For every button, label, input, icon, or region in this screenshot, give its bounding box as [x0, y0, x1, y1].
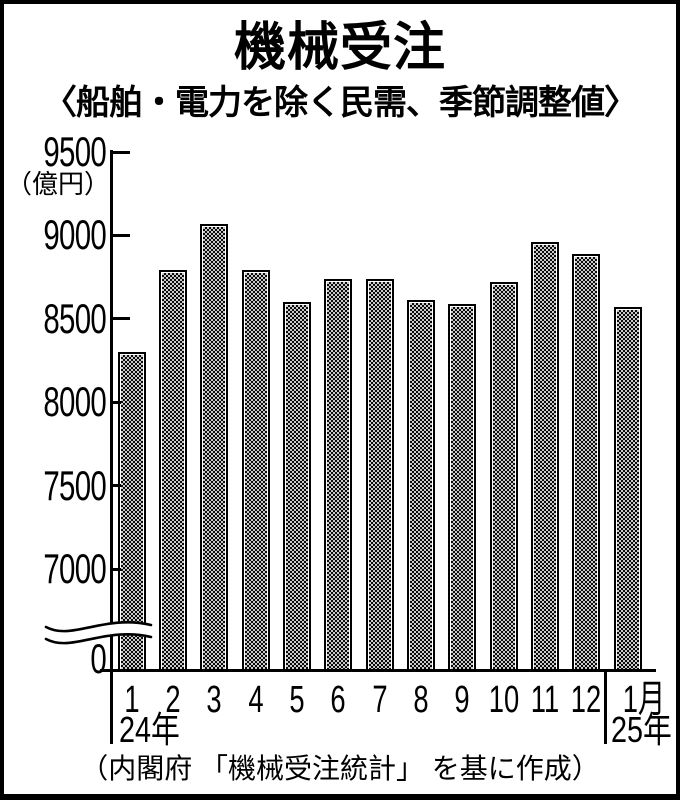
bar — [200, 223, 229, 672]
y-tick-label: 7000 — [43, 545, 106, 592]
y-tick-label: 8500 — [43, 294, 106, 342]
y-tick-mark — [110, 150, 130, 154]
bar — [282, 302, 311, 672]
x-tick-label: 11 — [530, 679, 560, 721]
x-tick-label: 4 — [247, 679, 264, 721]
y-axis-unit-label: （億円） — [5, 169, 110, 199]
y-tick-mark — [110, 567, 130, 571]
x-tick-label: 5 — [289, 679, 305, 721]
bar — [531, 242, 559, 672]
x-tick-label: 7 — [371, 679, 388, 721]
bar — [448, 303, 477, 672]
bar — [613, 307, 642, 672]
y-tick-mark — [110, 484, 130, 488]
x-tick-label: 8 — [413, 679, 429, 721]
bar — [365, 278, 394, 672]
y-tick-mark — [110, 233, 130, 237]
bar — [406, 300, 435, 672]
bar — [158, 270, 187, 672]
x-tick-label: 2 — [165, 679, 181, 721]
year-label-2024: 24年 — [119, 709, 180, 750]
bar — [241, 270, 270, 672]
y-tick-label: 8000 — [43, 378, 106, 426]
y-tick-label: 9500 — [43, 128, 106, 175]
bar — [572, 253, 601, 672]
chart-title: 機械受注 — [233, 19, 446, 77]
x-axis-line — [100, 669, 656, 672]
x-tick-label: 3 — [206, 679, 222, 721]
axis-break-wave — [44, 620, 153, 645]
bar — [324, 278, 353, 672]
year-separator-line — [604, 672, 607, 744]
y-tick-mark — [110, 400, 130, 404]
x-tick-label: 1 — [123, 679, 140, 721]
bar — [117, 352, 146, 672]
chart-subtitle: 〈船舶・電力を除く民需、季節調整値〉 — [43, 84, 638, 122]
x-tick-label: 1月 — [622, 679, 666, 721]
bar — [489, 282, 518, 672]
y-axis-line — [110, 150, 113, 672]
y-tick-label: 9000 — [43, 211, 106, 259]
year-label-2025: 25年 — [611, 709, 672, 750]
x-tick-label: 9 — [454, 679, 470, 721]
x-tick-label: 10 — [488, 679, 519, 721]
x-axis-left-boundary-line — [110, 672, 113, 744]
y-tick-label: 7500 — [43, 461, 106, 509]
source-note: （内閣府 「機械受注統計」 を基に作成） — [80, 753, 600, 784]
x-tick-label: 12 — [571, 679, 602, 721]
y-tick-mark — [110, 317, 130, 321]
x-tick-label: 6 — [330, 679, 346, 721]
